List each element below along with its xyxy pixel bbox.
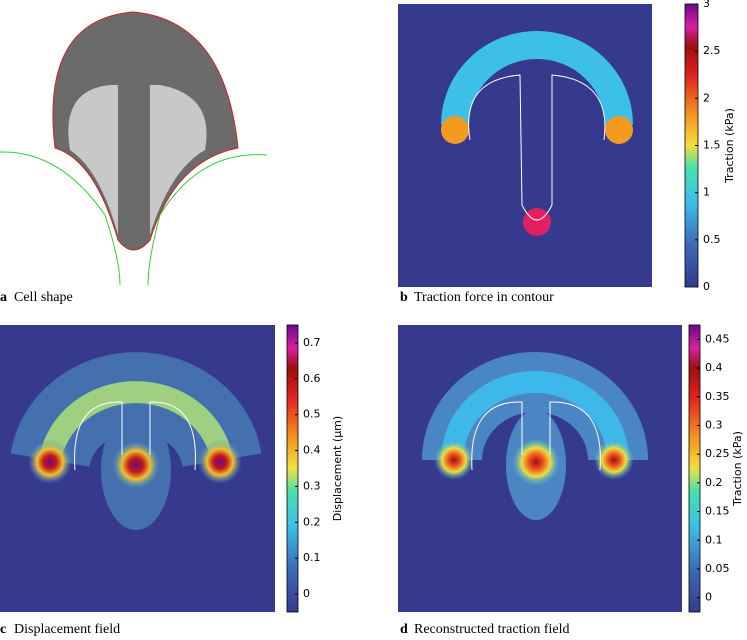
- colorbar-tick-label: 0.5: [303, 408, 321, 421]
- colorbar-label: Displacement (μm): [331, 416, 344, 521]
- colorbar-tick-label: 0.25: [705, 447, 730, 460]
- caption: Traction force in contour: [414, 290, 554, 305]
- colorbar-tick-label: 2: [703, 91, 710, 104]
- colorbar-tick-label: 0.45: [705, 332, 730, 345]
- colorbar-tick-label: 0.4: [303, 444, 321, 457]
- colorbar-tick-label: 0.5: [703, 233, 721, 246]
- colorbar-tick-label: 0.6: [303, 372, 321, 385]
- caption: Reconstructed traction field: [414, 622, 570, 637]
- colorbar: [688, 324, 701, 613]
- traction-contour-image: [398, 4, 652, 287]
- colorbar-tick-label: 0.05: [705, 562, 730, 575]
- colorbar-tick-label: 0.3: [303, 479, 321, 492]
- caption: Displacement field: [14, 622, 120, 637]
- colorbar-tick-label: 3: [703, 0, 710, 10]
- displacement-image: [0, 325, 275, 612]
- colorbar-label: Traction (kPa): [723, 108, 736, 184]
- colorbar-tick-label: 0: [703, 280, 710, 293]
- caption-label: a: [0, 290, 7, 305]
- colorbar-tick-label: 0.2: [303, 515, 321, 528]
- colorbar-tick-label: 0.15: [705, 505, 730, 518]
- caption: Cell shape: [14, 290, 73, 305]
- colorbar-tick-label: 0.7: [303, 336, 321, 349]
- colorbar-tick-label: 1.5: [703, 139, 721, 152]
- caption-label: c: [0, 622, 6, 637]
- caption-label: b: [400, 290, 408, 305]
- colorbar-tick-label: 0.1: [705, 533, 723, 546]
- colorbar-tick-label: 1: [703, 186, 710, 199]
- caption-label: d: [400, 622, 408, 637]
- reconstructed-traction-image: [398, 325, 682, 612]
- colorbar-label: Traction (kPa): [731, 431, 744, 507]
- colorbar-tick-label: 2.5: [703, 44, 721, 57]
- colorbar-tick-label: 0.3: [705, 418, 723, 431]
- colorbar-tick-label: 0.35: [705, 390, 730, 403]
- colorbar-tick-label: 0: [705, 591, 712, 604]
- colorbar-tick-label: 0.1: [303, 551, 321, 564]
- colorbar-tick-label: 0.2: [705, 476, 723, 489]
- colorbar: [286, 324, 299, 613]
- colorbar-tick-label: 0: [303, 587, 310, 600]
- colorbar-tick-label: 0.4: [705, 361, 723, 374]
- cell-shape-image: [0, 11, 268, 286]
